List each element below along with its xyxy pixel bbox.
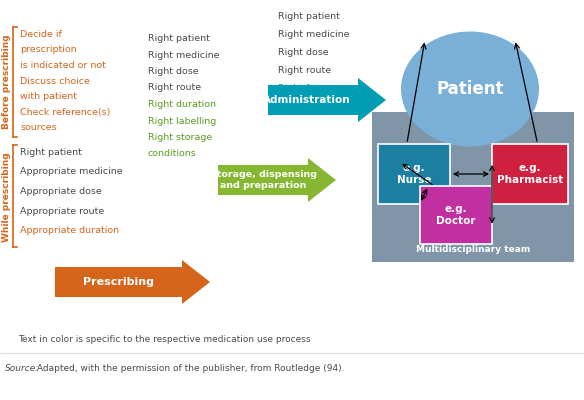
Text: Appropriate duration: Appropriate duration	[20, 226, 119, 235]
Text: Right medicine: Right medicine	[278, 30, 349, 39]
FancyArrow shape	[218, 158, 336, 202]
Text: Appropriate route: Appropriate route	[20, 206, 105, 216]
Text: Right dose: Right dose	[278, 48, 329, 57]
Text: Patient: Patient	[436, 80, 504, 98]
Text: While prescribing: While prescribing	[2, 152, 12, 242]
Text: Prescribing: Prescribing	[82, 277, 154, 287]
Text: Administration: Administration	[263, 95, 351, 105]
Text: Right storage: Right storage	[148, 133, 212, 142]
Text: Appropriate medicine: Appropriate medicine	[20, 168, 123, 176]
Bar	[378, 144, 450, 204]
Text: e.g.
Doctor: e.g. Doctor	[436, 204, 476, 226]
Text: Right dose: Right dose	[148, 67, 199, 76]
Bar	[372, 112, 574, 262]
Text: Discuss choice: Discuss choice	[20, 76, 90, 86]
Text: Right route: Right route	[278, 66, 331, 75]
Text: Adapted, with the permission of the publisher, from Routledge (94).: Adapted, with the permission of the publ…	[34, 364, 345, 373]
Text: Right route: Right route	[148, 84, 201, 92]
Text: with patient: with patient	[20, 92, 77, 101]
Text: Decide if: Decide if	[20, 30, 62, 39]
Text: Right medicine: Right medicine	[148, 50, 220, 60]
Bar	[492, 144, 568, 204]
Text: conditions: conditions	[148, 150, 197, 158]
Text: Text in color is specific to the respective medication use process: Text in color is specific to the respect…	[18, 335, 311, 344]
Ellipse shape	[401, 32, 539, 146]
Bar	[420, 186, 492, 244]
FancyArrow shape	[55, 260, 210, 304]
Text: Check reference(s): Check reference(s)	[20, 108, 110, 116]
FancyArrow shape	[268, 78, 386, 122]
Text: is indicated or not: is indicated or not	[20, 61, 106, 70]
Text: Multidisciplinary team: Multidisciplinary team	[416, 245, 530, 254]
Text: prescription: prescription	[20, 46, 77, 54]
Text: e.g.
Pharmacist: e.g. Pharmacist	[497, 163, 563, 185]
Text: Right duration: Right duration	[148, 100, 216, 109]
Text: Right patient: Right patient	[148, 34, 210, 43]
Text: e.g.
Nurse: e.g. Nurse	[397, 163, 431, 185]
Text: Right patient: Right patient	[20, 148, 82, 157]
Text: Right patient: Right patient	[278, 12, 340, 21]
Text: sources: sources	[20, 123, 57, 132]
Text: Storage, dispensing
and preparation: Storage, dispensing and preparation	[210, 170, 317, 190]
Text: Right labelling: Right labelling	[148, 116, 216, 126]
Text: Appropriate dose: Appropriate dose	[20, 187, 102, 196]
Text: Before prescribing: Before prescribing	[2, 35, 12, 129]
Text: Right frequency: Right frequency	[278, 84, 354, 93]
Text: Source:: Source:	[5, 364, 39, 373]
